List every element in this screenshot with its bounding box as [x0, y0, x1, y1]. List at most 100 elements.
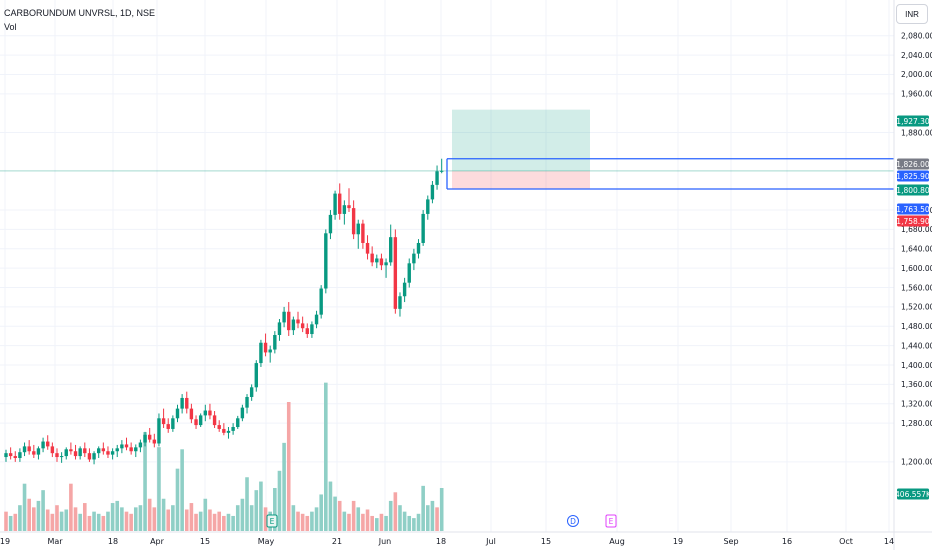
time-tick-label: Jul [485, 537, 496, 546]
price-tick-label: 1,400.00 [901, 361, 932, 370]
candle-body [8, 453, 13, 457]
candle-body [120, 444, 124, 449]
volume-bar [314, 507, 319, 531]
candle-body [69, 449, 73, 452]
volume-bar [55, 505, 59, 531]
volume-bar [296, 511, 300, 531]
currency-button[interactable]: INR [896, 4, 928, 24]
volume-indicator-label[interactable]: Vol [4, 22, 17, 32]
candle-body [157, 418, 161, 444]
volume-bar [161, 498, 166, 531]
candle-body [421, 213, 425, 243]
volume-bar [222, 515, 226, 531]
volume-bar [300, 513, 305, 531]
price-tick-label: 1,640.00 [901, 245, 932, 254]
candle-body [300, 323, 305, 329]
price-tag: 1,758.90 [896, 215, 930, 227]
time-tick-label: 19 [673, 537, 683, 546]
time-tick-label: Jun [378, 537, 392, 546]
candle-body [87, 453, 92, 460]
horizontal-lines[interactable] [0, 158, 894, 190]
price-tick-label: 1,200.00 [901, 458, 932, 467]
candle-body [41, 441, 45, 449]
candle-body [379, 258, 384, 266]
candle-body [78, 448, 82, 457]
symbol-title[interactable]: CARBORUNDUM UNVRSL, 1D, NSE [4, 8, 156, 18]
volume-bar [50, 513, 55, 531]
volume-bar [425, 505, 430, 531]
volume-bar [342, 511, 347, 531]
volume-bar [69, 483, 73, 531]
event-marker-letter: D [570, 517, 576, 526]
volume-bar [147, 498, 152, 531]
volume-bar [18, 505, 22, 531]
candle-body [212, 415, 217, 426]
price-tag-label: 406.557K [895, 490, 932, 499]
volume-bar [208, 509, 212, 531]
time-tick-label: May [258, 537, 275, 546]
candle-body [412, 253, 416, 264]
volume-bar [273, 488, 277, 531]
volume-bar [416, 513, 421, 531]
long-position-tool[interactable] [452, 109, 590, 189]
volume-bars [4, 382, 444, 531]
candle-body [101, 448, 106, 452]
volume-bar [240, 498, 245, 531]
candle-body [180, 397, 184, 409]
price-tick-label: 2,040.00 [901, 51, 932, 60]
volume-bar [203, 498, 208, 531]
earnings-marker-icon[interactable]: E [266, 514, 278, 528]
candle-body [426, 199, 430, 214]
dividend-marker-icon[interactable]: D [567, 515, 579, 527]
volume-bar [133, 507, 138, 531]
candle-body [324, 233, 328, 289]
volume-bar [328, 481, 333, 531]
price-axis[interactable]: 2,080.00 2,040.00 2,000.00 1,960.00 1,880.00… [901, 32, 932, 467]
candle-body [416, 242, 421, 254]
volume-bar [407, 515, 412, 531]
candle-body [4, 453, 8, 458]
price-tick-label: 1,320.00 [901, 400, 932, 409]
time-tick-label: 18 [108, 537, 118, 546]
price-tag: 1,927.30 [896, 115, 930, 127]
time-axis[interactable]: 19 Mar 18 Apr 15 May 21 Jun 18 Jul 15 Aug 19 Sep 16 Oct… [0, 537, 894, 546]
volume-bar [439, 488, 444, 531]
volume-bar [92, 511, 96, 531]
volume-bar [263, 507, 268, 531]
candle-body [268, 349, 272, 353]
candle-body [245, 396, 249, 408]
candle-body [147, 434, 152, 440]
volume-bar [73, 507, 78, 531]
candle-body [435, 171, 439, 185]
candle-body [222, 428, 226, 433]
earnings-marker-icon[interactable]: E [605, 514, 617, 528]
candle-body [314, 314, 319, 325]
volume-bar [305, 515, 310, 531]
candle-body [347, 205, 351, 209]
volume-bar [375, 518, 379, 531]
volume-bar [388, 500, 393, 531]
price-axis-tags: 1,927.30 1,826.00 1,825.90 1,800.80 1,763.50… [895, 115, 932, 500]
candle-body [50, 446, 55, 454]
candle-body [97, 448, 101, 454]
position-stop-zone[interactable] [452, 170, 590, 189]
candle-body [73, 451, 78, 457]
time-tick-label: 19 [0, 537, 10, 546]
volume-bar [254, 490, 259, 531]
volume-bar [78, 513, 82, 531]
candle-body [310, 324, 314, 335]
candle-body [171, 418, 175, 429]
price-tag-label: 1,825.90 [896, 172, 930, 181]
volume-bar [32, 507, 36, 531]
position-target-zone[interactable] [452, 109, 590, 171]
candle-body [356, 223, 360, 235]
candle-body [110, 451, 115, 455]
candle-body [291, 319, 296, 331]
volume-bar [370, 515, 374, 531]
volume-bar [106, 511, 110, 531]
candle-body [231, 427, 235, 431]
time-tick-label: 15 [541, 537, 551, 546]
candle-body [351, 208, 356, 235]
